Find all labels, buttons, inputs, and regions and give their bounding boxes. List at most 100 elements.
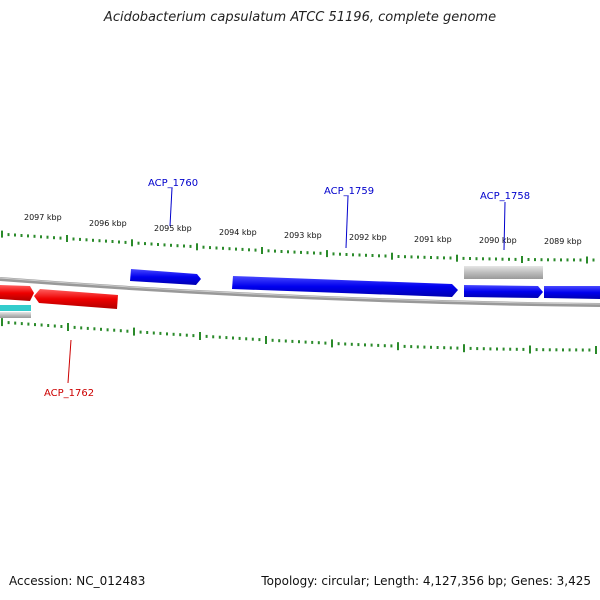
minor-tick <box>515 347 518 351</box>
minor-tick <box>14 321 17 325</box>
kbp-label: 2095 kbp <box>154 224 192 233</box>
gene-next[interactable] <box>544 286 600 299</box>
minor-tick <box>228 247 231 251</box>
minor-tick <box>118 240 120 244</box>
minor-tick <box>93 327 96 331</box>
minor-tick <box>271 338 274 342</box>
minor-tick <box>542 348 545 352</box>
gene-teal[interactable] <box>0 305 31 311</box>
label-acp-1760[interactable]: ACP_1760 <box>148 178 198 189</box>
gene-red-left[interactable] <box>0 285 34 301</box>
minor-tick <box>588 348 591 352</box>
minor-tick <box>365 253 367 257</box>
minor-tick <box>146 331 149 334</box>
minor-tick <box>436 256 439 260</box>
minor-tick <box>436 346 439 349</box>
minor-tick <box>98 239 101 243</box>
minor-tick <box>495 257 497 261</box>
genome-stats-text: Topology: circular; Length: 4,127,356 bp… <box>261 574 591 588</box>
label-acp-1758[interactable]: ACP_1758 <box>480 191 530 202</box>
minor-tick <box>488 257 491 261</box>
minor-tick <box>166 332 168 336</box>
minor-tick <box>573 258 575 262</box>
minor-tick <box>475 257 478 261</box>
minor-tick <box>159 331 162 335</box>
minor-tick <box>7 233 10 237</box>
minor-tick <box>501 257 504 261</box>
minor-tick <box>245 337 248 341</box>
minor-tick <box>370 343 373 347</box>
minor-tick <box>304 340 307 344</box>
minor-tick <box>496 347 498 351</box>
minor-tick <box>535 348 538 352</box>
minor-tick <box>79 237 81 241</box>
major-tick <box>521 256 523 263</box>
genome-title: Acidobacterium capsulatum ATCC 51196, co… <box>103 10 497 25</box>
major-tick <box>1 318 3 327</box>
gene-acp-1762[interactable] <box>34 289 118 309</box>
minor-tick <box>509 347 512 351</box>
leader-acp-1762 <box>67 339 72 384</box>
kbp-label: 2090 kbp <box>479 236 517 245</box>
minor-tick <box>508 257 510 261</box>
minor-tick <box>430 256 432 259</box>
minor-tick <box>397 255 400 258</box>
minor-tick <box>403 344 406 348</box>
minor-tick <box>172 332 175 336</box>
minor-tick <box>20 234 23 237</box>
minor-tick <box>443 346 446 350</box>
minor-tick <box>47 324 50 327</box>
major-tick <box>595 346 597 354</box>
gene-grey-small[interactable] <box>0 312 31 318</box>
minor-tick <box>258 338 261 342</box>
minor-tick <box>357 343 360 347</box>
major-tick <box>133 327 135 336</box>
major-tick <box>199 332 201 340</box>
minor-tick <box>46 235 49 239</box>
minor-tick <box>212 335 215 339</box>
minor-tick <box>317 341 320 345</box>
gene-acp-1760[interactable] <box>130 269 201 285</box>
gene-grey[interactable] <box>464 266 543 279</box>
minor-tick <box>27 234 29 238</box>
minor-tick <box>332 252 335 256</box>
minor-tick <box>383 344 386 348</box>
major-tick <box>1 230 3 238</box>
minor-tick <box>579 258 582 262</box>
minor-tick <box>205 334 208 338</box>
minor-tick <box>548 348 551 352</box>
minor-tick <box>40 323 43 327</box>
minor-tick <box>185 333 188 337</box>
gene-acp-1758[interactable] <box>464 285 543 298</box>
minor-tick <box>417 255 419 259</box>
minor-tick <box>514 257 517 261</box>
minor-tick <box>449 256 452 260</box>
minor-tick <box>183 244 185 248</box>
minor-tick <box>371 254 374 257</box>
kbp-label: 2096 kbp <box>89 219 127 228</box>
major-tick <box>265 336 267 344</box>
minor-tick <box>53 324 56 328</box>
kbp-label: 2091 kbp <box>414 235 452 244</box>
minor-tick <box>364 343 366 347</box>
label-acp-1759[interactable]: ACP_1759 <box>324 186 374 197</box>
minor-tick <box>7 321 10 325</box>
minor-tick <box>284 339 287 343</box>
minor-tick <box>139 330 142 334</box>
minor-tick <box>189 244 192 248</box>
minor-tick <box>581 348 584 352</box>
minor-tick <box>126 329 129 333</box>
minor-tick <box>319 251 322 255</box>
minor-tick <box>179 333 182 337</box>
minor-tick <box>92 238 94 242</box>
minor-tick <box>176 244 179 248</box>
minor-tick <box>202 245 205 249</box>
kbp-label: 2093 kbp <box>284 231 322 240</box>
minor-tick <box>86 326 89 330</box>
minor-tick <box>235 247 237 251</box>
minor-tick <box>306 251 309 255</box>
gene-acp-1759[interactable] <box>232 276 458 297</box>
minor-tick <box>575 348 578 352</box>
label-acp-1762[interactable]: ACP_1762 <box>44 388 94 399</box>
minor-tick <box>280 250 283 253</box>
